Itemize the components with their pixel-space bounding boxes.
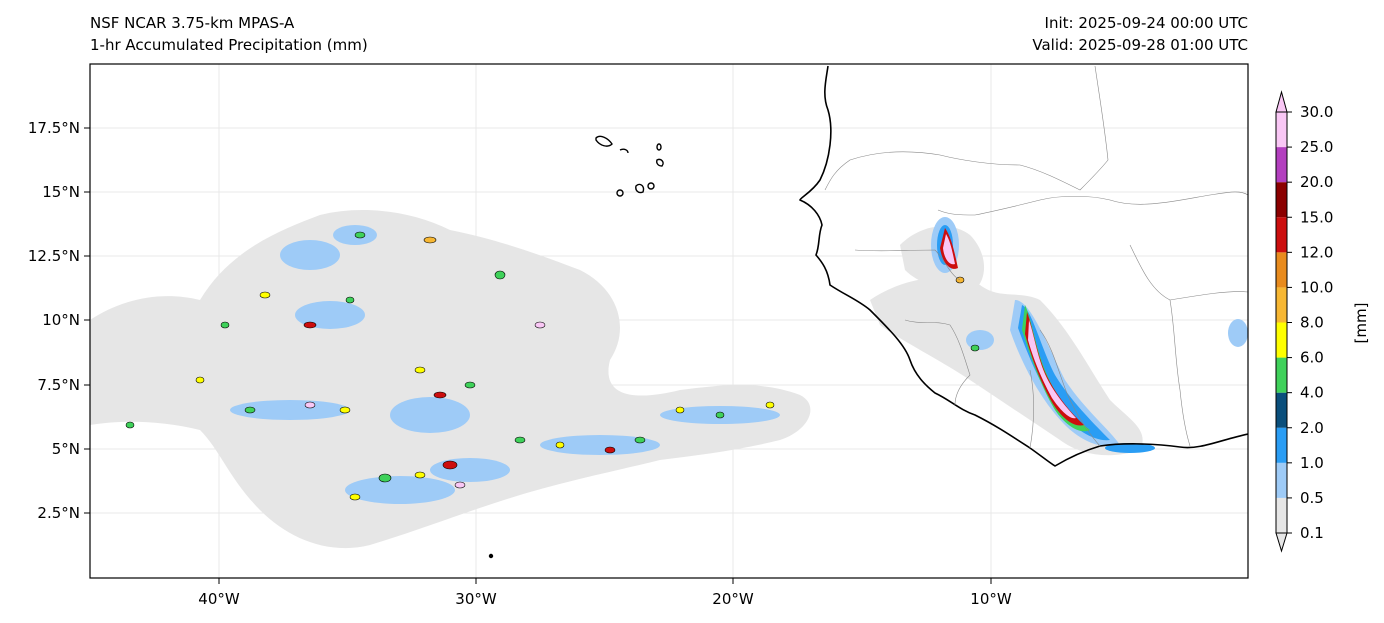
colorbar-segment bbox=[1276, 217, 1287, 253]
colorbar-level-label: 8.0 bbox=[1300, 314, 1324, 332]
colorbar-segment bbox=[1276, 252, 1287, 288]
lon-tick-label: 40°W bbox=[198, 590, 240, 608]
convective-cells bbox=[125, 231, 980, 501]
colorbar-level-label: 0.5 bbox=[1300, 489, 1324, 507]
lon-tick-label: 10°W bbox=[970, 590, 1012, 608]
colorbar-unit-label: [mm] bbox=[1352, 303, 1370, 344]
map-frame bbox=[89, 63, 1249, 579]
colorbar-segment bbox=[1276, 497, 1287, 533]
lat-tick-label: 5°N bbox=[52, 440, 80, 458]
title-block: NSF NCAR 3.75-km MPAS-A 1-hr Accumulated… bbox=[90, 12, 368, 56]
colorbar-segment bbox=[1276, 392, 1287, 428]
time-block: Init: 2025-09-24 00:00 UTC Valid: 2025-0… bbox=[1032, 12, 1248, 56]
colorbar-level-label: 1.0 bbox=[1300, 454, 1324, 472]
country-borders bbox=[824, 65, 1248, 449]
coastline bbox=[799, 65, 1248, 467]
lat-tick-label: 15°N bbox=[42, 183, 80, 201]
colorbar-segment bbox=[1276, 147, 1287, 183]
lat-tick-label: 2.5°N bbox=[37, 504, 80, 522]
colorbar-level-label: 20.0 bbox=[1300, 173, 1333, 191]
colorbar-level-label: 30.0 bbox=[1300, 103, 1333, 121]
squall-line-core bbox=[940, 228, 1090, 432]
lat-tick-label: 12.5°N bbox=[28, 247, 80, 265]
colorbar-segment bbox=[1276, 112, 1287, 148]
colorbar-segment bbox=[1276, 462, 1287, 498]
valid-time: Valid: 2025-09-28 01:00 UTC bbox=[1032, 36, 1248, 54]
lat-tick-label: 7.5°N bbox=[37, 376, 80, 394]
lon-tick-label: 20°W bbox=[712, 590, 754, 608]
colorbar-level-label: 6.0 bbox=[1300, 349, 1324, 367]
colorbar-level-label: 10.0 bbox=[1300, 278, 1333, 296]
colorbar-segment bbox=[1276, 357, 1287, 393]
field-title: 1-hr Accumulated Precipitation (mm) bbox=[90, 36, 368, 54]
colorbar-level-label: 25.0 bbox=[1300, 138, 1333, 156]
lon-tick-label: 30°W bbox=[455, 590, 497, 608]
colorbar-max-extension bbox=[1275, 90, 1288, 113]
colorbar-level-label: 4.0 bbox=[1300, 384, 1324, 402]
colorbar-level-label: 2.0 bbox=[1300, 419, 1324, 437]
colorbar-segment bbox=[1276, 427, 1287, 463]
colorbar-segment bbox=[1276, 287, 1287, 323]
colorbar-level-label: 12.0 bbox=[1300, 243, 1333, 261]
colorbar-min-extension bbox=[1275, 532, 1288, 553]
lat-axis: 17.5°N 15°N 12.5°N 10°N 7.5°N 5°N 2.5°N bbox=[28, 119, 90, 522]
lon-axis: 40°W 30°W 20°W 10°W bbox=[198, 578, 1012, 608]
colorbar-segment bbox=[1276, 322, 1287, 358]
cape-verde-islands bbox=[488, 135, 664, 559]
lat-tick-label: 17.5°N bbox=[28, 119, 80, 137]
init-time: Init: 2025-09-24 00:00 UTC bbox=[1044, 14, 1248, 32]
colorbar-segment bbox=[1276, 182, 1287, 218]
model-title: NSF NCAR 3.75-km MPAS-A bbox=[90, 14, 295, 32]
lat-tick-label: 10°N bbox=[42, 311, 80, 329]
colorbar-level-label: 0.1 bbox=[1300, 524, 1324, 542]
colorbar: 0.1 0.5 1.0 2.0 4.0 6.0 8.0 10.0 12.0 15.0 20.0 25.… bbox=[1275, 90, 1333, 553]
colorbar-level-label: 15.0 bbox=[1300, 208, 1333, 226]
